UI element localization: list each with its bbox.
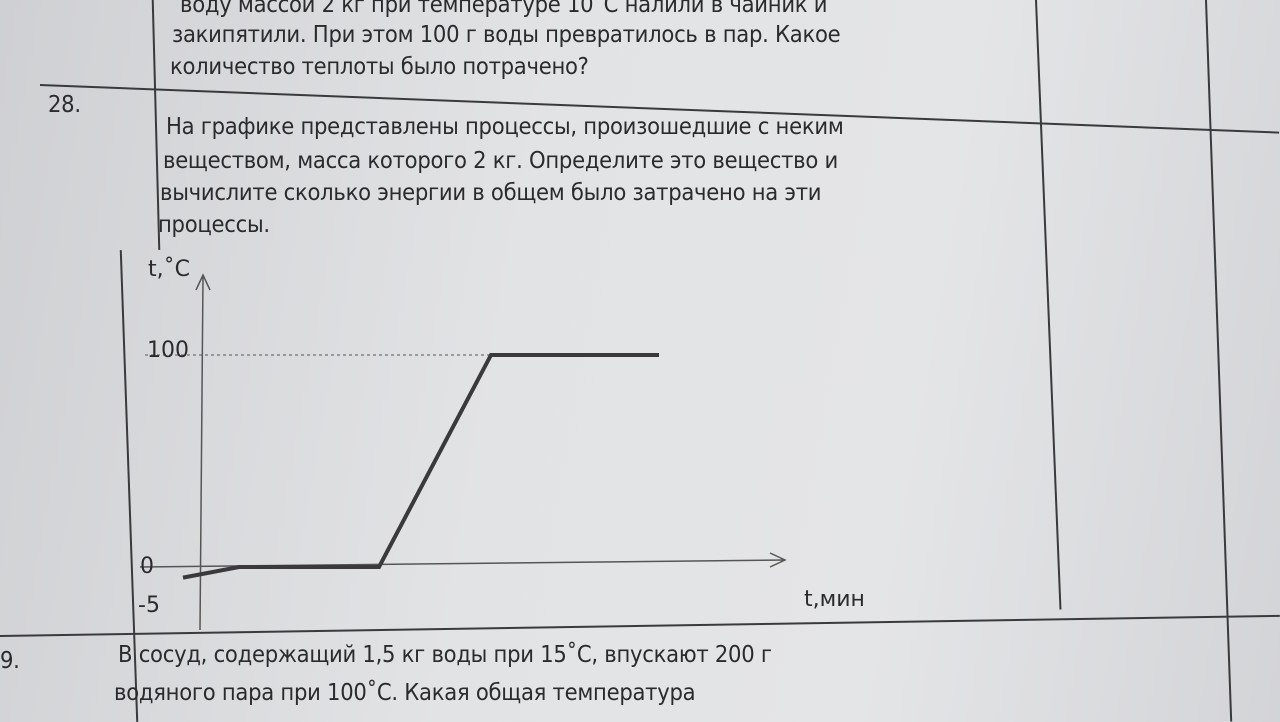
- question-text-line: воду массой 2 кг при температуре 10˚С на…: [180, 0, 828, 18]
- question-text-line: вычислите сколько энергии в общем было з…: [160, 180, 822, 206]
- question-text-line: В сосуд, содержащий 1,5 кг воды при 15˚С…: [118, 642, 772, 668]
- question-number: 9.: [0, 648, 20, 674]
- question-text-line: количество теплоты было потрачено?: [170, 54, 589, 80]
- y-axis: [199, 274, 204, 631]
- question-text-line: веществом, масса которого 2 кг. Определи…: [163, 148, 838, 174]
- question-text-line: процессы.: [158, 212, 270, 238]
- x-axis-label: t,мин: [804, 587, 865, 612]
- y-tick-label: -5: [138, 593, 160, 618]
- question-text-line: водяного пара при 100˚С. Какая общая тем…: [114, 680, 696, 706]
- x-axis-arrow-icon: [769, 552, 787, 568]
- y-tick-label: 0: [140, 554, 154, 579]
- y-axis-label: t,˚C: [148, 257, 190, 282]
- y-tick-label: 100: [147, 338, 189, 363]
- question-number: 28.: [48, 92, 81, 118]
- temperature-curve: [182, 353, 659, 580]
- question-text-line: На графике представлены процессы, произо…: [166, 114, 844, 140]
- y-axis-arrow-icon: [195, 273, 211, 291]
- question-text-line: закипятили. При этом 100 г воды преврати…: [172, 22, 841, 48]
